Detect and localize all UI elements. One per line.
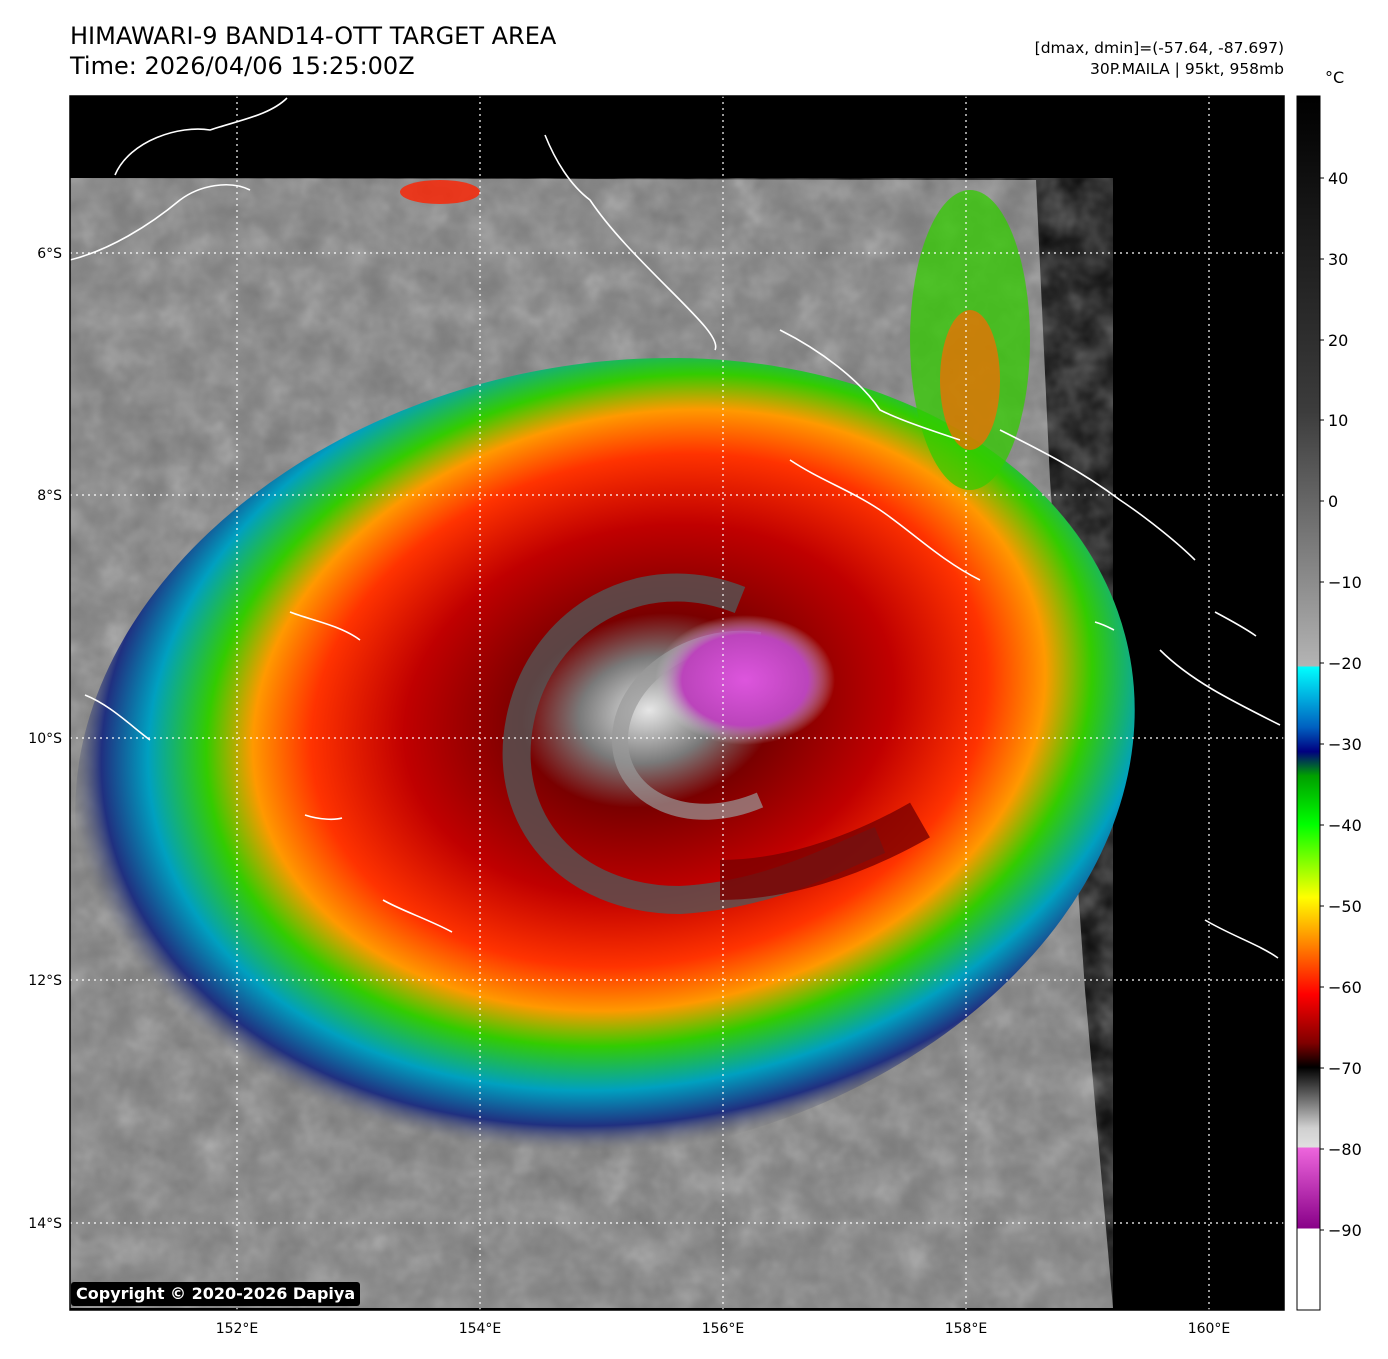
lon-tick-152: 152°E: [216, 1321, 259, 1337]
coastlines: [69, 97, 1281, 959]
map-title: HIMAWARI-9 BAND14-OTT TARGET AREA: [70, 22, 557, 50]
colorbar-unit: °C: [1325, 68, 1345, 87]
lat-tick-6s: 6°S: [37, 246, 62, 262]
lat-tick-12s: 12°S: [28, 973, 62, 989]
temperature-range: [dmax, dmin]=(-57.64, -87.697): [1034, 39, 1284, 57]
lat-tick-10s: 10°S: [28, 731, 62, 747]
lon-tick-154: 154°E: [459, 1321, 502, 1337]
colorbar-tick-minus70: −70: [1328, 1059, 1362, 1078]
colorbar-tick-40: 40: [1328, 169, 1348, 188]
colorbar-tick-minus40: −40: [1328, 816, 1362, 835]
colorbar-tick-minus30: −30: [1328, 735, 1362, 754]
colorbar-tick-minus50: −50: [1328, 897, 1362, 916]
longitude-ticks: 152°E 154°E 156°E 158°E 160°E: [216, 1321, 1231, 1337]
lat-tick-14s: 14°S: [28, 1216, 62, 1232]
colorbar-tick-minus90: −90: [1328, 1221, 1362, 1240]
graticule: [70, 96, 1284, 1310]
overshooting-tops: [655, 615, 835, 745]
colorbar-tick-minus60: −60: [1328, 978, 1362, 997]
imagery-swath: [70, 178, 1135, 1308]
colorbar-tick-0: 0: [1328, 492, 1338, 511]
lat-tick-8s: 8°S: [37, 488, 62, 504]
map-frame: [69, 95, 1285, 1311]
latitude-ticks: 6°S 8°S 10°S 12°S 14°S: [28, 246, 62, 1232]
colorbar-scale: [1296, 95, 1321, 1311]
storm-info: 30P.MAILA | 95kt, 958mb: [1090, 60, 1284, 78]
colorbar-tick-20: 20: [1328, 331, 1348, 350]
colorbar-tick-minus20: −20: [1328, 654, 1362, 673]
storm-cloud-shield: [75, 357, 1135, 1163]
lon-tick-156: 156°E: [702, 1321, 745, 1337]
colorbar-tick-10: 10: [1328, 411, 1348, 430]
colorbar: 40 30 20 10 0 −10 −20 −30 −40 −50 −60 −7…: [1296, 95, 1362, 1311]
copyright-label: Copyright © 2020-2026 Dapiya: [71, 1282, 361, 1306]
colorbar-tick-minus80: −80: [1328, 1140, 1362, 1159]
colorbar-tick-minus10: −10: [1328, 573, 1362, 592]
lon-tick-160: 160°E: [1188, 1321, 1231, 1337]
lon-tick-158: 158°E: [945, 1321, 988, 1337]
map-time: Time: 2026/04/06 15:25:00Z: [70, 52, 415, 80]
colorbar-tick-30: 30: [1328, 250, 1348, 269]
